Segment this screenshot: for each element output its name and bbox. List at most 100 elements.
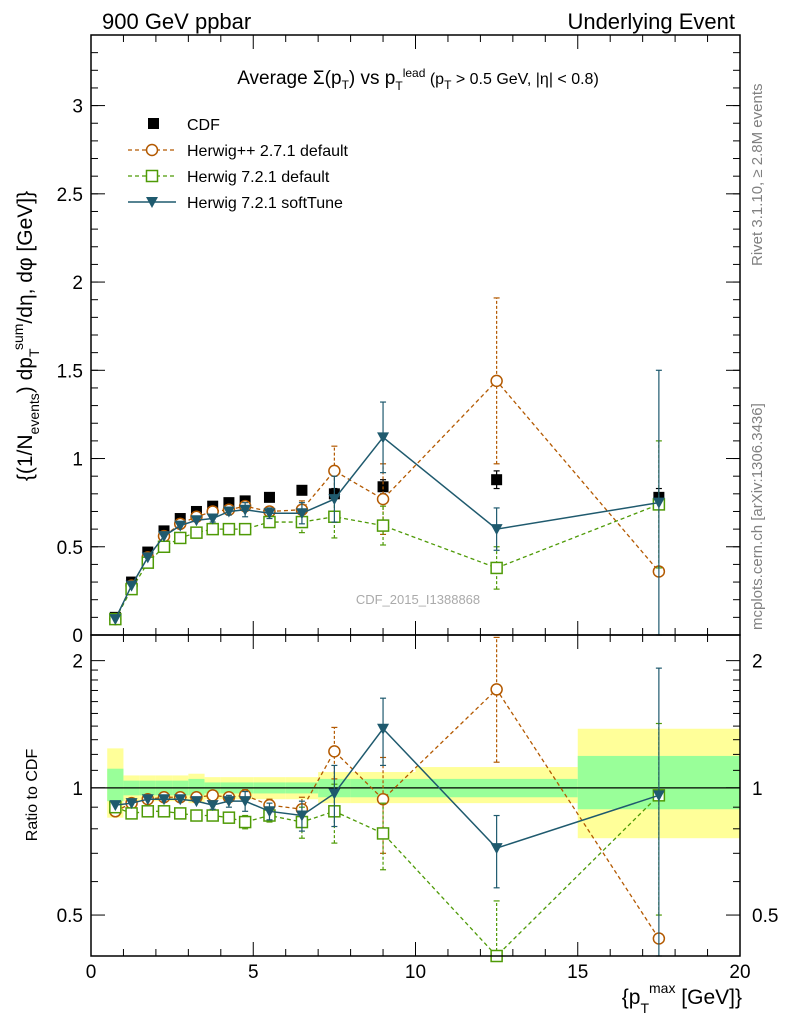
main-ytick-label: 3 bbox=[72, 97, 83, 118]
herwig7-default-point bbox=[125, 807, 138, 820]
herwig7-softtune-point bbox=[174, 520, 187, 532]
ratio-frame bbox=[90, 634, 741, 957]
legend-item-herwigpp: Herwig++ 2.7.1 default bbox=[128, 143, 349, 160]
legend-item-herwig7-softtune: Herwig 7.2.1 softTune bbox=[128, 195, 343, 212]
main-ytick-label: 0.5 bbox=[57, 538, 83, 559]
herwigpp-point bbox=[490, 683, 503, 696]
main-ytick-label: 1.5 bbox=[57, 361, 83, 382]
herwigpp-point bbox=[376, 492, 390, 506]
ratio-ylabel: Ratio to CDF bbox=[24, 749, 41, 842]
herwig7-default-point bbox=[173, 807, 187, 820]
herwig7-softtune-point bbox=[263, 806, 276, 818]
ratio-stat-band bbox=[107, 768, 124, 802]
herwig7-softtune-point bbox=[328, 788, 341, 800]
herwig7-default-point bbox=[238, 815, 252, 829]
main-ticks: 0 0.5 1 1.5 2 2.5 3 bbox=[57, 34, 741, 647]
legend-item-cdf: CDF bbox=[148, 117, 220, 134]
rivet-label: Rivet 3.1.10, ≥ 2.8M events bbox=[749, 84, 766, 267]
herwig7-softtune-point bbox=[263, 508, 276, 520]
herwig7-default-point bbox=[238, 522, 252, 536]
herwig7-softtune-point bbox=[190, 515, 203, 527]
watermark: CDF_2015_I1388868 bbox=[356, 592, 480, 607]
xtick-label: 10 bbox=[405, 962, 426, 983]
herwig7-default-point bbox=[490, 561, 503, 575]
xtick-label: 20 bbox=[729, 962, 750, 983]
herwig7-default-point bbox=[206, 809, 219, 822]
herwig7-softtune-point bbox=[222, 796, 235, 808]
herwig7-default-point bbox=[206, 522, 219, 536]
herwig7-softtune-point bbox=[158, 794, 171, 806]
ratio-panel: 0.5 0.51 12 20 5 10 15 20 Ratio to CDF bbox=[24, 634, 778, 983]
herwig7-default-point bbox=[376, 519, 390, 532]
herwig7-default-point bbox=[173, 531, 187, 545]
ratio-ytick-label-right: 1 bbox=[752, 779, 763, 800]
cdf-point bbox=[491, 474, 503, 486]
header-left: 900 GeV ppbar bbox=[102, 9, 251, 34]
ratio-ytick-label: 2 bbox=[72, 652, 83, 673]
herwig7-softtune-point bbox=[652, 790, 665, 802]
herwig7-softtune-point bbox=[490, 843, 503, 855]
cdf-point bbox=[263, 491, 275, 503]
main-panel: 0 0.5 1 1.5 2 2.5 3 Average Σ(pT) vs pTlead (p… bbox=[10, 34, 741, 647]
main-ytick-label: 2 bbox=[72, 273, 83, 294]
herwig7-softtune-point bbox=[377, 723, 390, 735]
main-ytick-label: 2.5 bbox=[57, 185, 83, 206]
herwig7-default-point bbox=[157, 540, 171, 554]
herwigpp-point bbox=[328, 464, 341, 478]
herwig7-default-point bbox=[222, 522, 236, 536]
herwig7-softtune-point bbox=[141, 552, 154, 564]
herwigpp-point bbox=[328, 745, 341, 758]
main-title: Average Σ(pT) vs pTlead (pT > 0.5 GeV, |… bbox=[237, 66, 599, 93]
main-ytick-label: 1 bbox=[72, 450, 83, 471]
ratio-ytick-label: 0.5 bbox=[57, 906, 83, 927]
herwig7-softtune-point bbox=[295, 508, 308, 520]
legend-label-herwigpp: Herwig++ 2.7.1 default bbox=[187, 143, 349, 160]
legend: CDF Herwig++ 2.7.1 default Herwig 7.2.1 … bbox=[128, 117, 349, 212]
xlabel: {pTmax [GeV]} bbox=[622, 980, 742, 1016]
herwig7-softtune-point bbox=[239, 504, 252, 516]
herwig7-softtune-point bbox=[490, 524, 503, 536]
series-herwigpp bbox=[109, 297, 666, 626]
ratio-ytick-label-right: 0.5 bbox=[752, 906, 778, 927]
herwig7-default-point bbox=[141, 805, 155, 818]
legend-marker-herwig7-default bbox=[145, 169, 159, 183]
herwig7-softtune-point bbox=[206, 800, 219, 812]
main-ylabel: {(1/Nevents) dpTsum/dη, dφ [GeV]} bbox=[10, 191, 42, 481]
ratio-ytick-label-right: 2 bbox=[752, 652, 763, 673]
herwig7-softtune-point bbox=[206, 513, 219, 525]
ratio-bands bbox=[107, 728, 740, 839]
ratio-series bbox=[109, 636, 666, 963]
herwig7-softtune-point bbox=[222, 506, 235, 518]
legend-marker-herwig7-softtune bbox=[146, 197, 158, 208]
ratio-stat-band bbox=[188, 778, 205, 796]
herwig7-softtune-point bbox=[174, 794, 187, 806]
legend-marker-herwigpp bbox=[145, 143, 159, 157]
header-right: Underlying Event bbox=[567, 9, 735, 34]
legend-label-herwig7-softtune: Herwig 7.2.1 softTune bbox=[187, 195, 343, 212]
legend-item-herwig7-default: Herwig 7.2.1 default bbox=[128, 169, 330, 186]
herwig7-softtune-point bbox=[652, 497, 665, 509]
legend-label-herwig7-default: Herwig 7.2.1 default bbox=[187, 169, 330, 186]
ratio-ticks: 0.5 0.51 12 20 5 10 15 20 bbox=[57, 635, 778, 983]
herwig7-softtune-point bbox=[125, 798, 138, 810]
herwig7-softtune-point bbox=[377, 432, 390, 444]
cdf-point bbox=[296, 484, 308, 496]
ratio-ytick-label: 1 bbox=[72, 779, 83, 800]
xtick-label: 0 bbox=[86, 962, 97, 983]
xtick-label: 5 bbox=[248, 962, 259, 983]
xtick-label: 15 bbox=[567, 962, 588, 983]
herwigpp-point bbox=[490, 374, 503, 388]
herwig7-softtune-point bbox=[239, 796, 252, 808]
herwig7-default-point bbox=[190, 526, 203, 539]
herwig7-softtune-point bbox=[109, 614, 122, 626]
herwig7-softtune-point bbox=[158, 531, 171, 543]
legend-marker-cdf bbox=[148, 118, 159, 129]
cdf-point bbox=[223, 497, 235, 509]
herwig7-softtune-point bbox=[328, 494, 341, 506]
herwig7-default-point bbox=[190, 809, 203, 822]
herwig7-default-point bbox=[376, 827, 390, 840]
herwig7-softtune-point bbox=[295, 810, 308, 822]
herwig7-softtune-point bbox=[141, 794, 154, 806]
series-herwig7-softtune bbox=[109, 667, 665, 957]
